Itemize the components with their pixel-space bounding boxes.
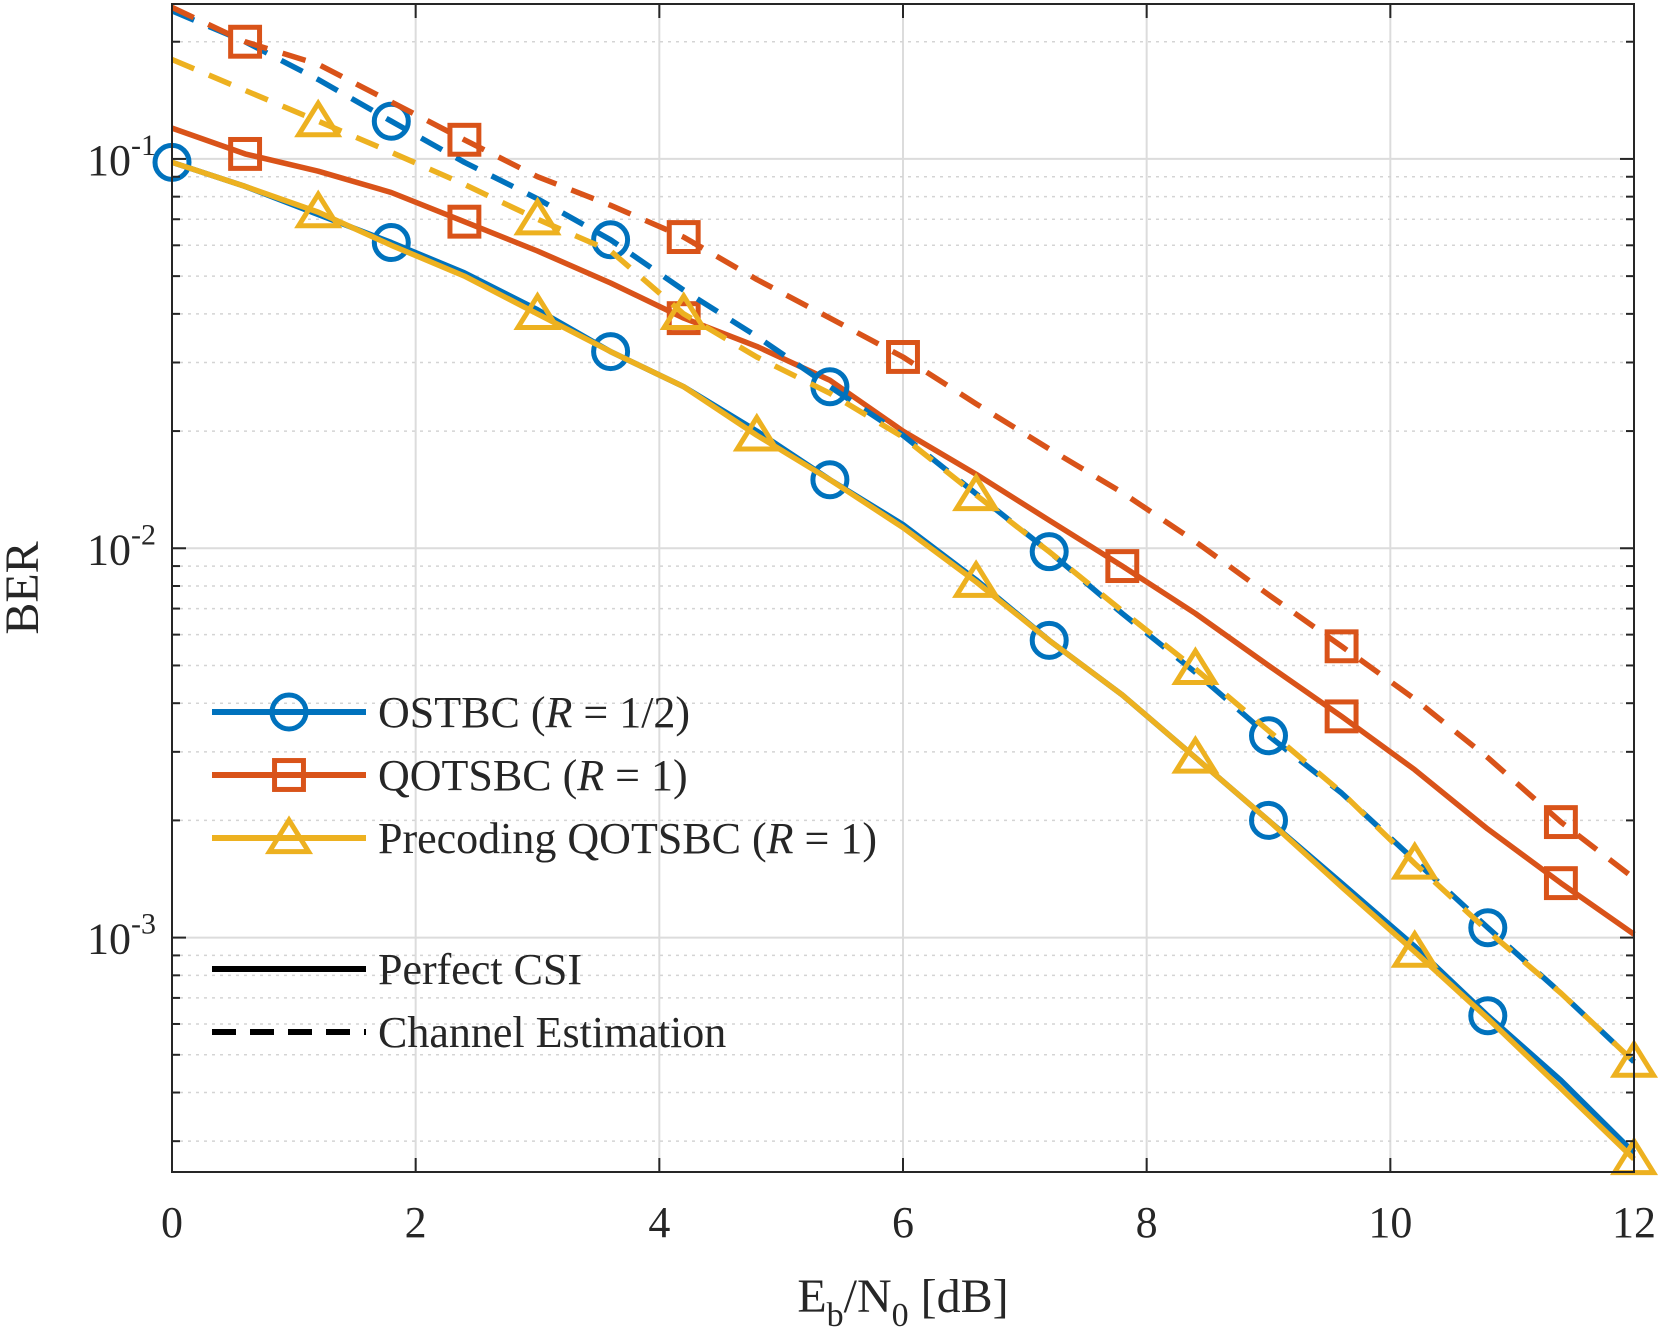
circle-marker — [269, 692, 309, 732]
ostbc-estimation-line — [170, 8, 1636, 1064]
triangle-marker — [1171, 646, 1220, 685]
x-axis-label: Eb/N0 [dB] — [797, 1270, 1008, 1334]
triangle-marker — [513, 196, 562, 236]
legend-label: QOTSBC (R = 1) — [378, 751, 688, 800]
triangle-marker — [264, 815, 314, 855]
y-tick-label: 10-1 — [87, 129, 156, 185]
square-marker — [228, 24, 263, 59]
x-tick-label: 8 — [1136, 1198, 1158, 1247]
square-marker — [886, 340, 920, 374]
legend-item: Precoding QOTSBC (R = 1) — [212, 814, 877, 863]
legend-item: Channel Estimation — [212, 1008, 726, 1057]
legend-label: Perfect CSI — [378, 945, 582, 994]
y-axis-label: BER — [0, 541, 49, 634]
triangle-marker — [294, 189, 343, 229]
circle-marker — [1029, 620, 1069, 660]
square-marker — [666, 220, 701, 255]
triangle-marker — [1390, 840, 1439, 880]
grid — [171, 4, 1635, 1172]
x-tick-label: 4 — [648, 1198, 670, 1247]
circle-marker — [591, 332, 631, 372]
circle-marker — [371, 223, 411, 263]
series-group — [152, 4, 1659, 1176]
triangle-marker — [732, 412, 781, 452]
triangle-marker — [1171, 734, 1220, 774]
circle-marker — [1249, 716, 1288, 756]
circle-marker — [1249, 800, 1288, 840]
legend-label: OSTBC (R = 1/2) — [378, 688, 690, 737]
circle-marker — [810, 460, 850, 500]
qotsbc-perfect-line — [171, 125, 1636, 937]
precoding-estimation-line — [170, 56, 1636, 1064]
legend: OSTBC (R = 1/2) QOTSBC (R = 1) Precoding Q… — [212, 688, 877, 1057]
triangle-marker — [659, 291, 708, 330]
x-tick-label: 6 — [892, 1198, 914, 1247]
triangle-marker — [1390, 929, 1439, 968]
y-tick-label: 10-3 — [87, 908, 156, 964]
square-marker — [447, 122, 482, 157]
square-marker — [447, 204, 482, 239]
circle-marker — [1468, 908, 1508, 948]
precoding-perfect-line — [171, 159, 1636, 1161]
square-marker — [1324, 699, 1359, 734]
precoding-estimation-series — [170, 56, 1659, 1078]
square-marker — [1543, 866, 1578, 901]
ticks: 0 2 4 6 8 10 12 10-1 10-2 10-3 — [87, 4, 1656, 1247]
x-tick-label: 12 — [1612, 1198, 1656, 1247]
precoding-perfect-series — [171, 159, 1659, 1176]
square-marker — [272, 758, 306, 792]
legend-item: Perfect CSI — [212, 945, 582, 994]
square-marker — [1105, 549, 1140, 584]
legend-item: OSTBC (R = 1/2) — [212, 688, 690, 737]
triangle-marker — [952, 472, 1001, 512]
qotsbc-perfect-series — [171, 125, 1636, 937]
legend-item: QOTSBC (R = 1) — [212, 751, 688, 800]
square-marker — [1543, 805, 1578, 840]
square-marker — [228, 136, 263, 171]
x-tick-label: 10 — [1368, 1198, 1412, 1247]
qotsbc-estimation-series — [170, 4, 1636, 881]
x-tick-label: 0 — [161, 1198, 183, 1247]
y-tick-label: 10-2 — [87, 518, 156, 574]
square-marker — [1324, 629, 1359, 664]
qotsbc-estimation-line — [170, 4, 1636, 881]
legend-label: Precoding QOTSBC (R = 1) — [378, 814, 877, 863]
circle-marker — [591, 220, 631, 260]
x-tick-label: 2 — [405, 1198, 427, 1247]
circle-marker — [1468, 996, 1508, 1036]
triangle-marker — [294, 98, 343, 138]
triangle-marker — [513, 291, 562, 330]
circle-marker — [1029, 532, 1069, 572]
triangle-marker — [952, 559, 1001, 598]
legend-label: Channel Estimation — [378, 1008, 726, 1057]
